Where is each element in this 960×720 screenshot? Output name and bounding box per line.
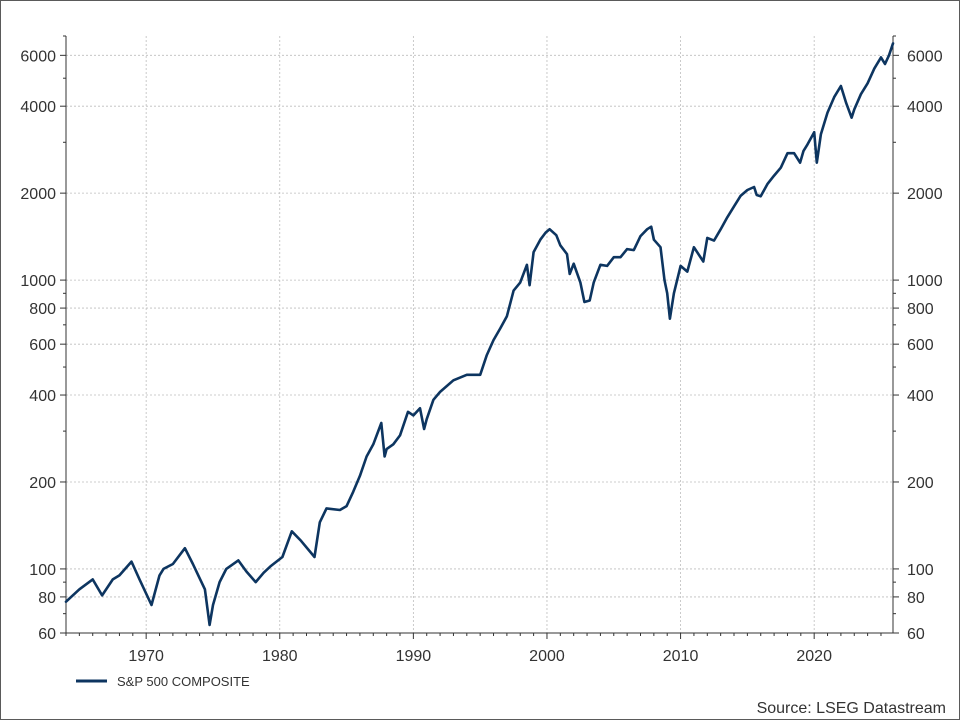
x-tick-label-2010: 2010 bbox=[663, 648, 699, 665]
y-tick-label-right-6000: 6000 bbox=[907, 48, 943, 65]
series-layer bbox=[64, 42, 895, 627]
y-tick-label-right-1000: 1000 bbox=[907, 273, 943, 290]
axes: 60 60 80 80 100 100 200 200 400 400 600 600 800 800 10… bbox=[20, 35, 943, 665]
y-tick-label-left-60: 60 bbox=[38, 626, 56, 643]
grid bbox=[66, 36, 893, 634]
y-tick-label-left-200: 200 bbox=[29, 475, 56, 492]
series-line-sp500 bbox=[64, 42, 895, 627]
y-tick-label-right-80: 80 bbox=[907, 590, 925, 607]
y-tick-label-left-6000: 6000 bbox=[20, 48, 56, 65]
y-tick-label-left-400: 400 bbox=[29, 388, 56, 405]
y-tick-label-right-60: 60 bbox=[907, 626, 925, 643]
y-tick-label-right-400: 400 bbox=[907, 388, 934, 405]
y-tick-label-left-100: 100 bbox=[29, 562, 56, 579]
y-tick-label-left-1000: 1000 bbox=[20, 273, 56, 290]
x-tick-label-1980: 1980 bbox=[262, 648, 298, 665]
y-tick-label-left-800: 800 bbox=[29, 301, 56, 318]
legend-label-sp500: S&P 500 COMPOSITE bbox=[117, 674, 250, 689]
legend: S&P 500 COMPOSITE bbox=[76, 674, 250, 689]
y-tick-label-right-2000: 2000 bbox=[907, 186, 943, 203]
x-tick-label-2000: 2000 bbox=[529, 648, 565, 665]
y-tick-label-right-200: 200 bbox=[907, 475, 934, 492]
x-tick-label-2020: 2020 bbox=[796, 648, 832, 665]
y-tick-label-left-80: 80 bbox=[38, 590, 56, 607]
y-tick-label-left-4000: 4000 bbox=[20, 99, 56, 116]
y-tick-label-left-2000: 2000 bbox=[20, 186, 56, 203]
y-tick-label-right-4000: 4000 bbox=[907, 99, 943, 116]
x-tick-label-1990: 1990 bbox=[396, 648, 432, 665]
y-tick-label-left-600: 600 bbox=[29, 337, 56, 354]
y-tick-label-right-100: 100 bbox=[907, 562, 934, 579]
y-tick-label-right-800: 800 bbox=[907, 301, 934, 318]
source-note: Source: LSEG Datastream bbox=[757, 700, 946, 717]
y-tick-label-right-600: 600 bbox=[907, 337, 934, 354]
x-tick-label-1970: 1970 bbox=[128, 648, 164, 665]
